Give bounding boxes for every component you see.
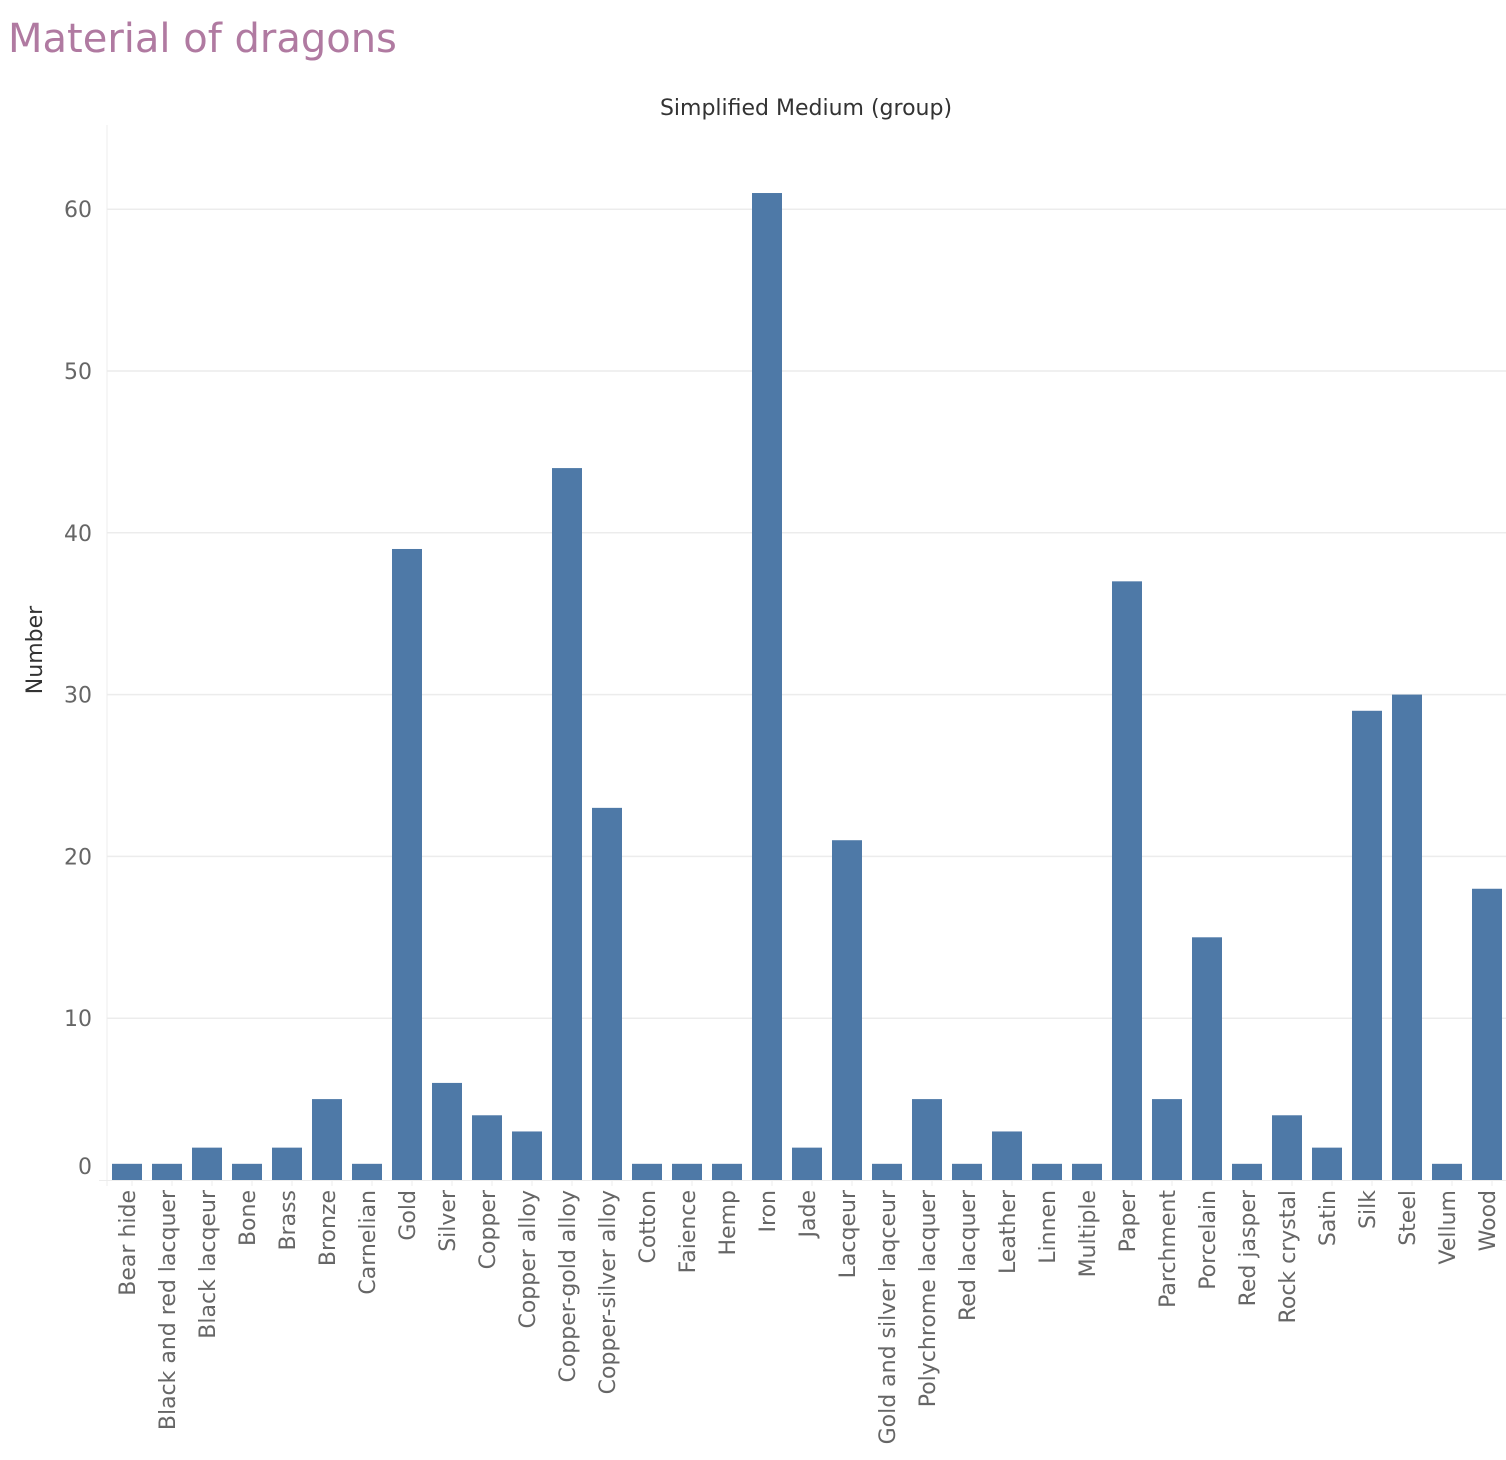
x-tick-label: Satin [1316,1190,1341,1246]
bar[interactable] [1312,1147,1342,1180]
bar[interactable] [632,1163,662,1180]
bar[interactable] [1472,888,1502,1180]
x-tick-label: Hemp [716,1190,741,1255]
bars [112,193,1502,1181]
x-tick-label: Polychrome lacquer [916,1189,941,1407]
y-tick-label: 50 [64,360,92,385]
x-axis-title: Simplified Medium (group) [660,96,952,121]
bar[interactable] [312,1099,342,1180]
bar[interactable] [392,548,422,1180]
bar[interactable] [592,807,622,1180]
y-axis: 0 10 20 30 40 50 60 [64,125,108,1186]
bar[interactable] [552,468,582,1181]
x-tick-label: Gold and silver laqceur [876,1189,901,1444]
x-tick-label: Black lacqeur [196,1189,221,1339]
bar[interactable] [112,1163,142,1180]
bar[interactable] [1232,1163,1262,1180]
bar[interactable] [1072,1163,1102,1180]
x-tick-label: Rock crystal [1276,1190,1301,1323]
bar[interactable] [512,1131,542,1180]
x-tick-label: Bronze [316,1190,341,1266]
x-tick-label: Iron [756,1190,781,1232]
gridlines [107,208,1506,1019]
y-tick-label: 60 [64,198,92,223]
y-tick-label: 0 [78,1155,92,1180]
x-tick-label: Cotton [636,1190,661,1263]
bar[interactable] [912,1099,942,1180]
x-tick-label: Faience [676,1190,701,1273]
bar[interactable] [872,1163,902,1180]
bar[interactable] [792,1147,822,1180]
bar[interactable] [712,1163,742,1180]
x-tick-label: Lacqeur [836,1189,861,1278]
bar[interactable] [1432,1163,1462,1180]
bar[interactable] [1352,710,1382,1180]
bar[interactable] [152,1163,182,1180]
x-tick-label: Copper-gold alloy [556,1190,581,1383]
bar[interactable] [672,1163,702,1180]
x-axis: Bear hide Black and red lacquer Black lacq… [99,1180,1506,1444]
x-tick-label: Red lacquer [956,1189,981,1321]
bar[interactable] [832,840,862,1180]
x-tick-label: Leather [996,1189,1021,1274]
y-tick-label: 10 [64,1007,92,1032]
x-tick-label: Porcelain [1196,1190,1221,1290]
bar[interactable] [952,1163,982,1180]
bar[interactable] [752,193,782,1180]
bar[interactable] [1032,1163,1062,1180]
bar[interactable] [352,1163,382,1180]
x-tick-label: Copper-silver alloy [596,1190,621,1394]
x-tick-label: Steel [1396,1190,1421,1246]
y-axis-title: Number [23,605,48,694]
x-tick-label: Multiple [1076,1190,1101,1277]
y-tick-label: 20 [64,845,92,870]
bar[interactable] [992,1131,1022,1180]
x-tick-label: Parchment [1156,1190,1181,1308]
x-tick-label: Copper [476,1189,501,1269]
bar[interactable] [1192,937,1222,1180]
bar[interactable] [272,1147,302,1180]
bar[interactable] [472,1115,502,1180]
bar[interactable] [1112,581,1142,1180]
x-tick-label: Brass [276,1190,301,1251]
page-title: Material of dragons [8,16,397,62]
x-tick-label: Red jasper [1236,1189,1261,1306]
x-tick-label: Wood [1476,1190,1501,1251]
bar[interactable] [432,1082,462,1180]
bar[interactable] [1152,1099,1182,1180]
x-tick-label: Silver [436,1189,461,1252]
x-tick-label: Paper [1116,1189,1141,1252]
y-tick-label: 30 [64,684,92,709]
bar[interactable] [1272,1115,1302,1180]
x-tick-label: Carnelian [356,1190,381,1295]
x-tick-label: Copper alloy [516,1190,541,1329]
x-tick-label: Gold [396,1190,421,1241]
bar[interactable] [192,1147,222,1180]
x-tick-label: Vellum [1436,1190,1461,1264]
x-tick-label: Black and red lacquer [156,1189,181,1430]
x-tick-label: Silk [1356,1190,1381,1229]
bar[interactable] [232,1163,262,1180]
x-tick-label: Bone [236,1190,261,1246]
x-tick-label: Jade [796,1190,821,1239]
y-tick-label: 40 [64,522,92,547]
bar[interactable] [1392,694,1422,1180]
x-tick-label: Bear hide [116,1190,141,1296]
x-tick-label: Linnen [1036,1190,1061,1264]
